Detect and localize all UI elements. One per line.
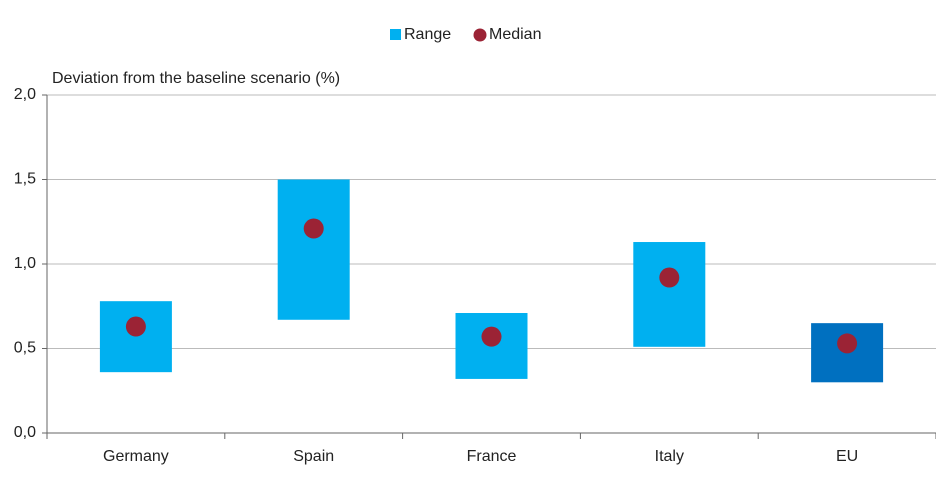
median-dot [837,333,858,354]
median-dot [481,326,502,347]
x-tick-label: France [467,448,517,465]
y-tick-label: 1,5 [14,171,36,188]
legend-swatch [473,28,487,42]
y-tick-label: 0,0 [14,424,36,441]
median-dot [303,218,324,239]
legend-swatch [390,29,401,40]
median-dot [659,267,680,288]
legend-label: Median [489,26,541,43]
y-axis-label: Deviation from the baseline scenario (%) [52,70,340,87]
x-tick-label: Germany [103,448,169,465]
x-tick-label: EU [836,448,858,465]
y-tick-label: 2,0 [14,86,36,103]
range-bar [633,242,706,347]
x-tick-label: Italy [655,448,684,465]
y-tick-label: 0,5 [14,340,36,357]
legend-label: Range [404,26,451,43]
median-dot [125,316,146,337]
x-tick-label: Spain [293,448,334,465]
range-bar [99,301,172,373]
y-tick-label: 1,0 [14,255,36,272]
range-bar [277,179,350,320]
